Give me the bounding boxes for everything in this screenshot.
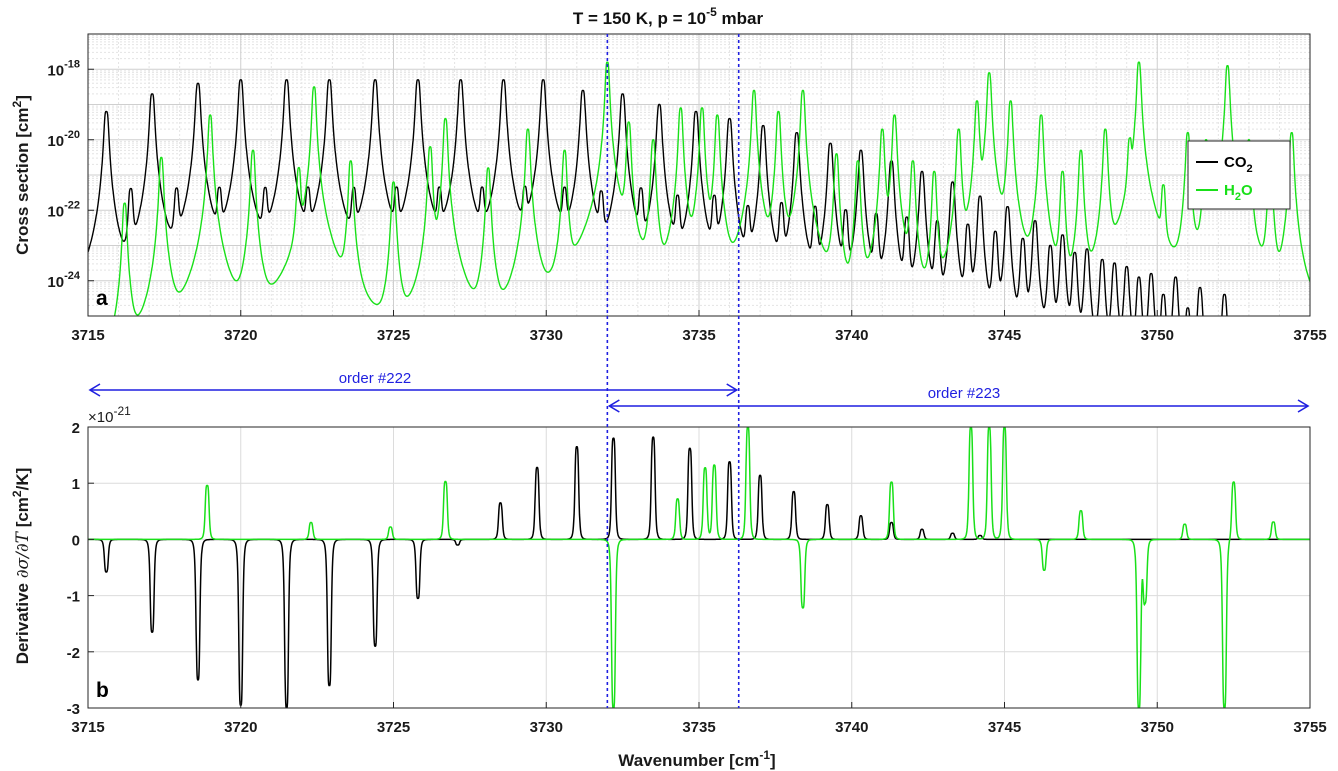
x-tick-label: 3745 <box>988 719 1021 736</box>
y-tick-label: 2 <box>72 420 80 437</box>
y-tick-label: -3 <box>67 701 80 718</box>
y-tick-label: 10-20 <box>47 129 80 150</box>
panel-a: 10-18 10-20 10-22 10-24 3715 3720 3725 3730 373… <box>10 33 1327 344</box>
order-223-label: order #223 <box>928 385 1001 402</box>
series-line-h2o <box>113 61 1310 316</box>
x-tick-label: 3750 <box>1141 719 1174 736</box>
legend-entry-co2: CO2 <box>1224 154 1253 175</box>
y-tick-label: -1 <box>67 589 80 606</box>
x-tick-label: 3755 <box>1293 327 1326 344</box>
panel-b-y-axis-label: Derivative ∂σ/∂T [cm2/K] <box>10 468 33 665</box>
y-tick-label: 10-18 <box>47 58 80 79</box>
x-tick-label: 3735 <box>682 327 715 344</box>
panel-b-x-ticks: 3715 3720 3725 3730 3735 3740 3745 3750 3755 <box>71 702 1327 736</box>
y-tick-label: -2 <box>67 645 80 662</box>
panel-a-y-ticks: 10-18 10-20 10-22 10-24 <box>47 58 94 291</box>
series-line-h2o <box>88 427 1310 708</box>
x-axis-label: Wavenumber [cm-1] <box>618 748 775 770</box>
x-tick-label: 3720 <box>224 719 257 736</box>
order-222-label: order #222 <box>339 370 412 387</box>
x-tick-label: 3740 <box>835 719 868 736</box>
x-tick-label: 3735 <box>682 719 715 736</box>
x-tick-label: 3715 <box>71 719 104 736</box>
x-tick-label: 3725 <box>377 719 410 736</box>
x-tick-label: 3750 <box>1141 327 1174 344</box>
legend-box <box>1187 140 1291 210</box>
x-tick-label: 3715 <box>71 327 104 344</box>
x-tick-label: 3745 <box>988 327 1021 344</box>
panel-a-series <box>88 61 1310 316</box>
y-tick-label: 10-22 <box>47 199 80 220</box>
order-arrow-head-left <box>607 399 620 413</box>
order-arrow-head-left <box>88 383 101 397</box>
y-tick-label: 0 <box>72 532 80 549</box>
panel-b-series <box>88 427 1310 708</box>
x-tick-label: 3730 <box>530 719 563 736</box>
panel-b-letter: b <box>96 679 109 702</box>
order-arrow-head-right <box>726 383 739 397</box>
panel-b: 210-1-2-3 3715 3720 3725 3730 3735 3740 3745 37… <box>10 404 1327 770</box>
panel-a-x-ticks: 3715 3720 3725 3730 3735 3740 3745 3750 3755 <box>71 310 1327 344</box>
y-tick-label: 1 <box>72 476 80 493</box>
x-tick-label: 3730 <box>530 327 563 344</box>
x-tick-label: 3725 <box>377 327 410 344</box>
figure-title: T = 150 K, p = 10-5 mbar <box>573 5 764 28</box>
order-boundary-markers <box>606 34 740 708</box>
legend-entry-h2o: H2O <box>1224 182 1253 203</box>
panel-b-scale-factor: ×10-21 <box>88 404 131 426</box>
order-annotations: order #222 order #223 <box>88 370 1310 413</box>
x-tick-label: 3755 <box>1293 719 1326 736</box>
x-tick-label: 3740 <box>835 327 868 344</box>
x-tick-label: 3720 <box>224 327 257 344</box>
y-tick-label: 10-24 <box>47 270 80 291</box>
legend: CO2 H2O <box>1187 140 1291 210</box>
panel-a-y-axis-label: Cross section [cm2] <box>10 95 32 255</box>
order-arrow-head-right <box>1297 399 1310 413</box>
panel-a-letter: a <box>96 287 108 310</box>
panel-b-y-ticks: 2 1 0 -1 -2 -3 <box>67 420 94 718</box>
